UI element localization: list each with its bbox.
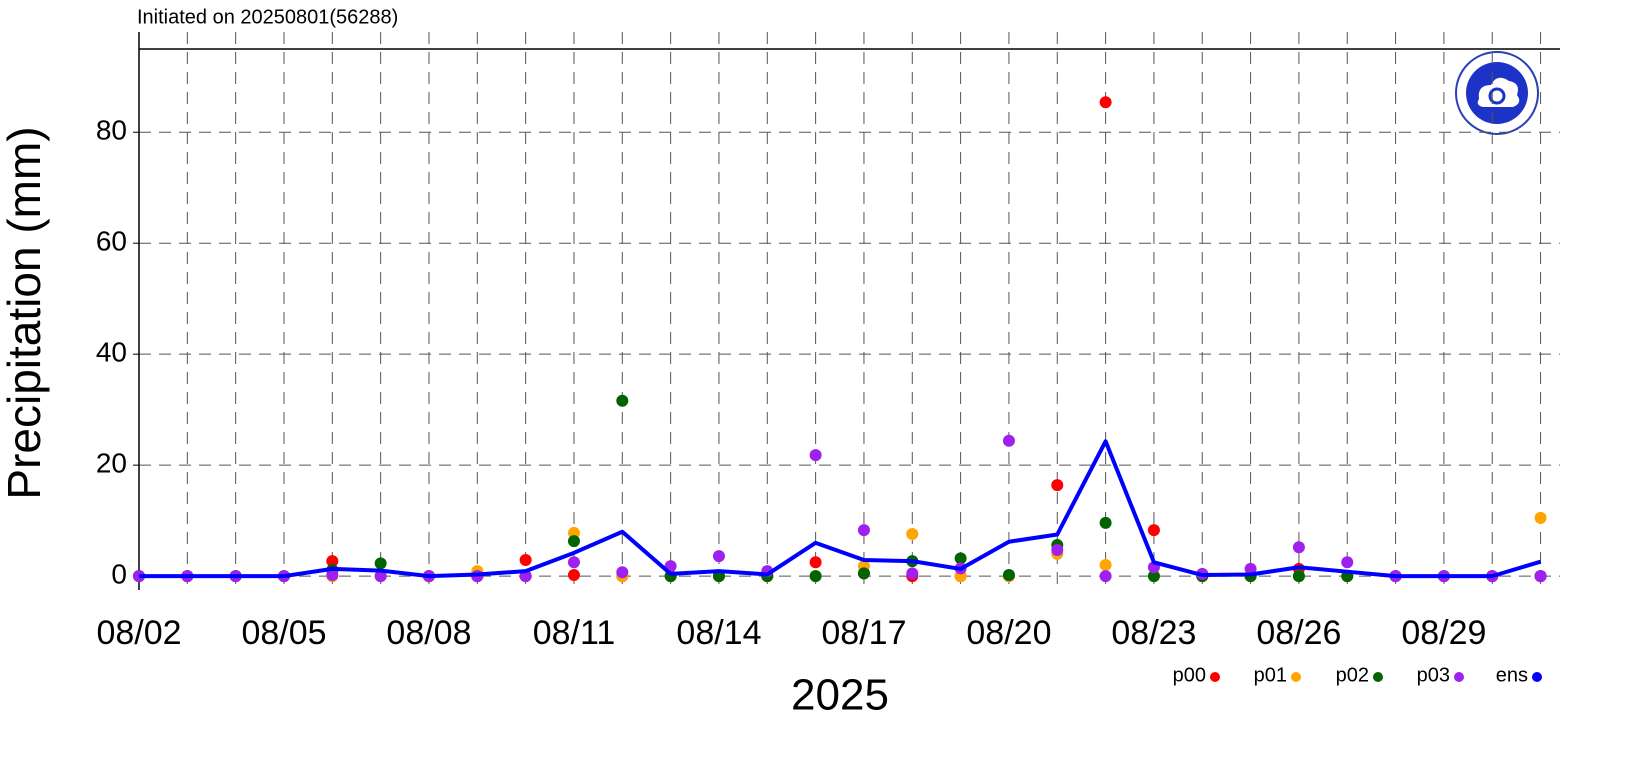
point [374, 557, 387, 570]
point [1099, 559, 1112, 572]
x-tick-label: 08/20 [966, 614, 1051, 652]
x-tick-label: 08/14 [676, 614, 761, 652]
point [1341, 556, 1354, 569]
point [1292, 570, 1305, 583]
point [857, 567, 870, 580]
chart-title: Initiated on 20250801(56288) [137, 6, 398, 28]
point [857, 524, 870, 537]
point [809, 556, 822, 569]
point [567, 535, 580, 548]
y-tick-label: 40 [96, 337, 127, 368]
y-tick-label: 0 [111, 559, 127, 590]
legend-marker [1454, 672, 1464, 682]
point [326, 569, 339, 582]
legend-marker [1373, 672, 1383, 682]
logo-cloud [1477, 77, 1520, 107]
point [1292, 541, 1305, 554]
point [809, 449, 822, 462]
point [616, 566, 629, 579]
legend-label: ens [1496, 664, 1528, 686]
point [1051, 544, 1064, 557]
point [1002, 569, 1015, 582]
point [1534, 511, 1547, 524]
point [712, 550, 725, 563]
x-axis-label: 2025 [791, 671, 889, 720]
point [1002, 434, 1015, 447]
point [567, 556, 580, 569]
legend-label: p02 [1336, 664, 1369, 686]
ens-line [139, 439, 1542, 579]
logo [1455, 51, 1539, 135]
legend-marker [1532, 672, 1542, 682]
x-tick-label: 08/08 [386, 614, 471, 652]
point [567, 569, 580, 582]
x-tick-label: 08/23 [1111, 614, 1196, 652]
y-tick-label: 20 [96, 448, 127, 479]
point [1534, 570, 1547, 583]
x-tick-label: 08/29 [1401, 614, 1486, 652]
y-axis-label: Precipitation (mm) [0, 126, 50, 499]
point [1099, 96, 1112, 109]
point [1099, 516, 1112, 529]
y-tick-label: 60 [96, 226, 127, 257]
y-tick-label: 80 [96, 115, 127, 146]
x-tick-label: 08/26 [1256, 614, 1341, 652]
legend-label: p03 [1417, 664, 1450, 686]
point [906, 567, 919, 580]
legend-marker [1291, 672, 1301, 682]
point [374, 570, 387, 583]
point [616, 394, 629, 407]
x-tick-label: 08/17 [821, 614, 906, 652]
point [519, 554, 532, 567]
point [567, 526, 580, 539]
logo-swirl [1488, 87, 1506, 105]
x-tick-label: 08/05 [241, 614, 326, 652]
point [1147, 570, 1160, 583]
point [809, 570, 822, 583]
point [906, 527, 919, 540]
x-tick-label: 08/11 [533, 614, 616, 652]
legend-label: p01 [1254, 664, 1287, 686]
point [1244, 562, 1257, 575]
x-tick-label: 08/02 [96, 614, 181, 652]
legend-label: p00 [1173, 664, 1206, 686]
legend-marker [1210, 672, 1220, 682]
point [1147, 524, 1160, 537]
point [1099, 570, 1112, 583]
point [954, 552, 967, 565]
point [1051, 479, 1064, 492]
point [326, 555, 339, 568]
